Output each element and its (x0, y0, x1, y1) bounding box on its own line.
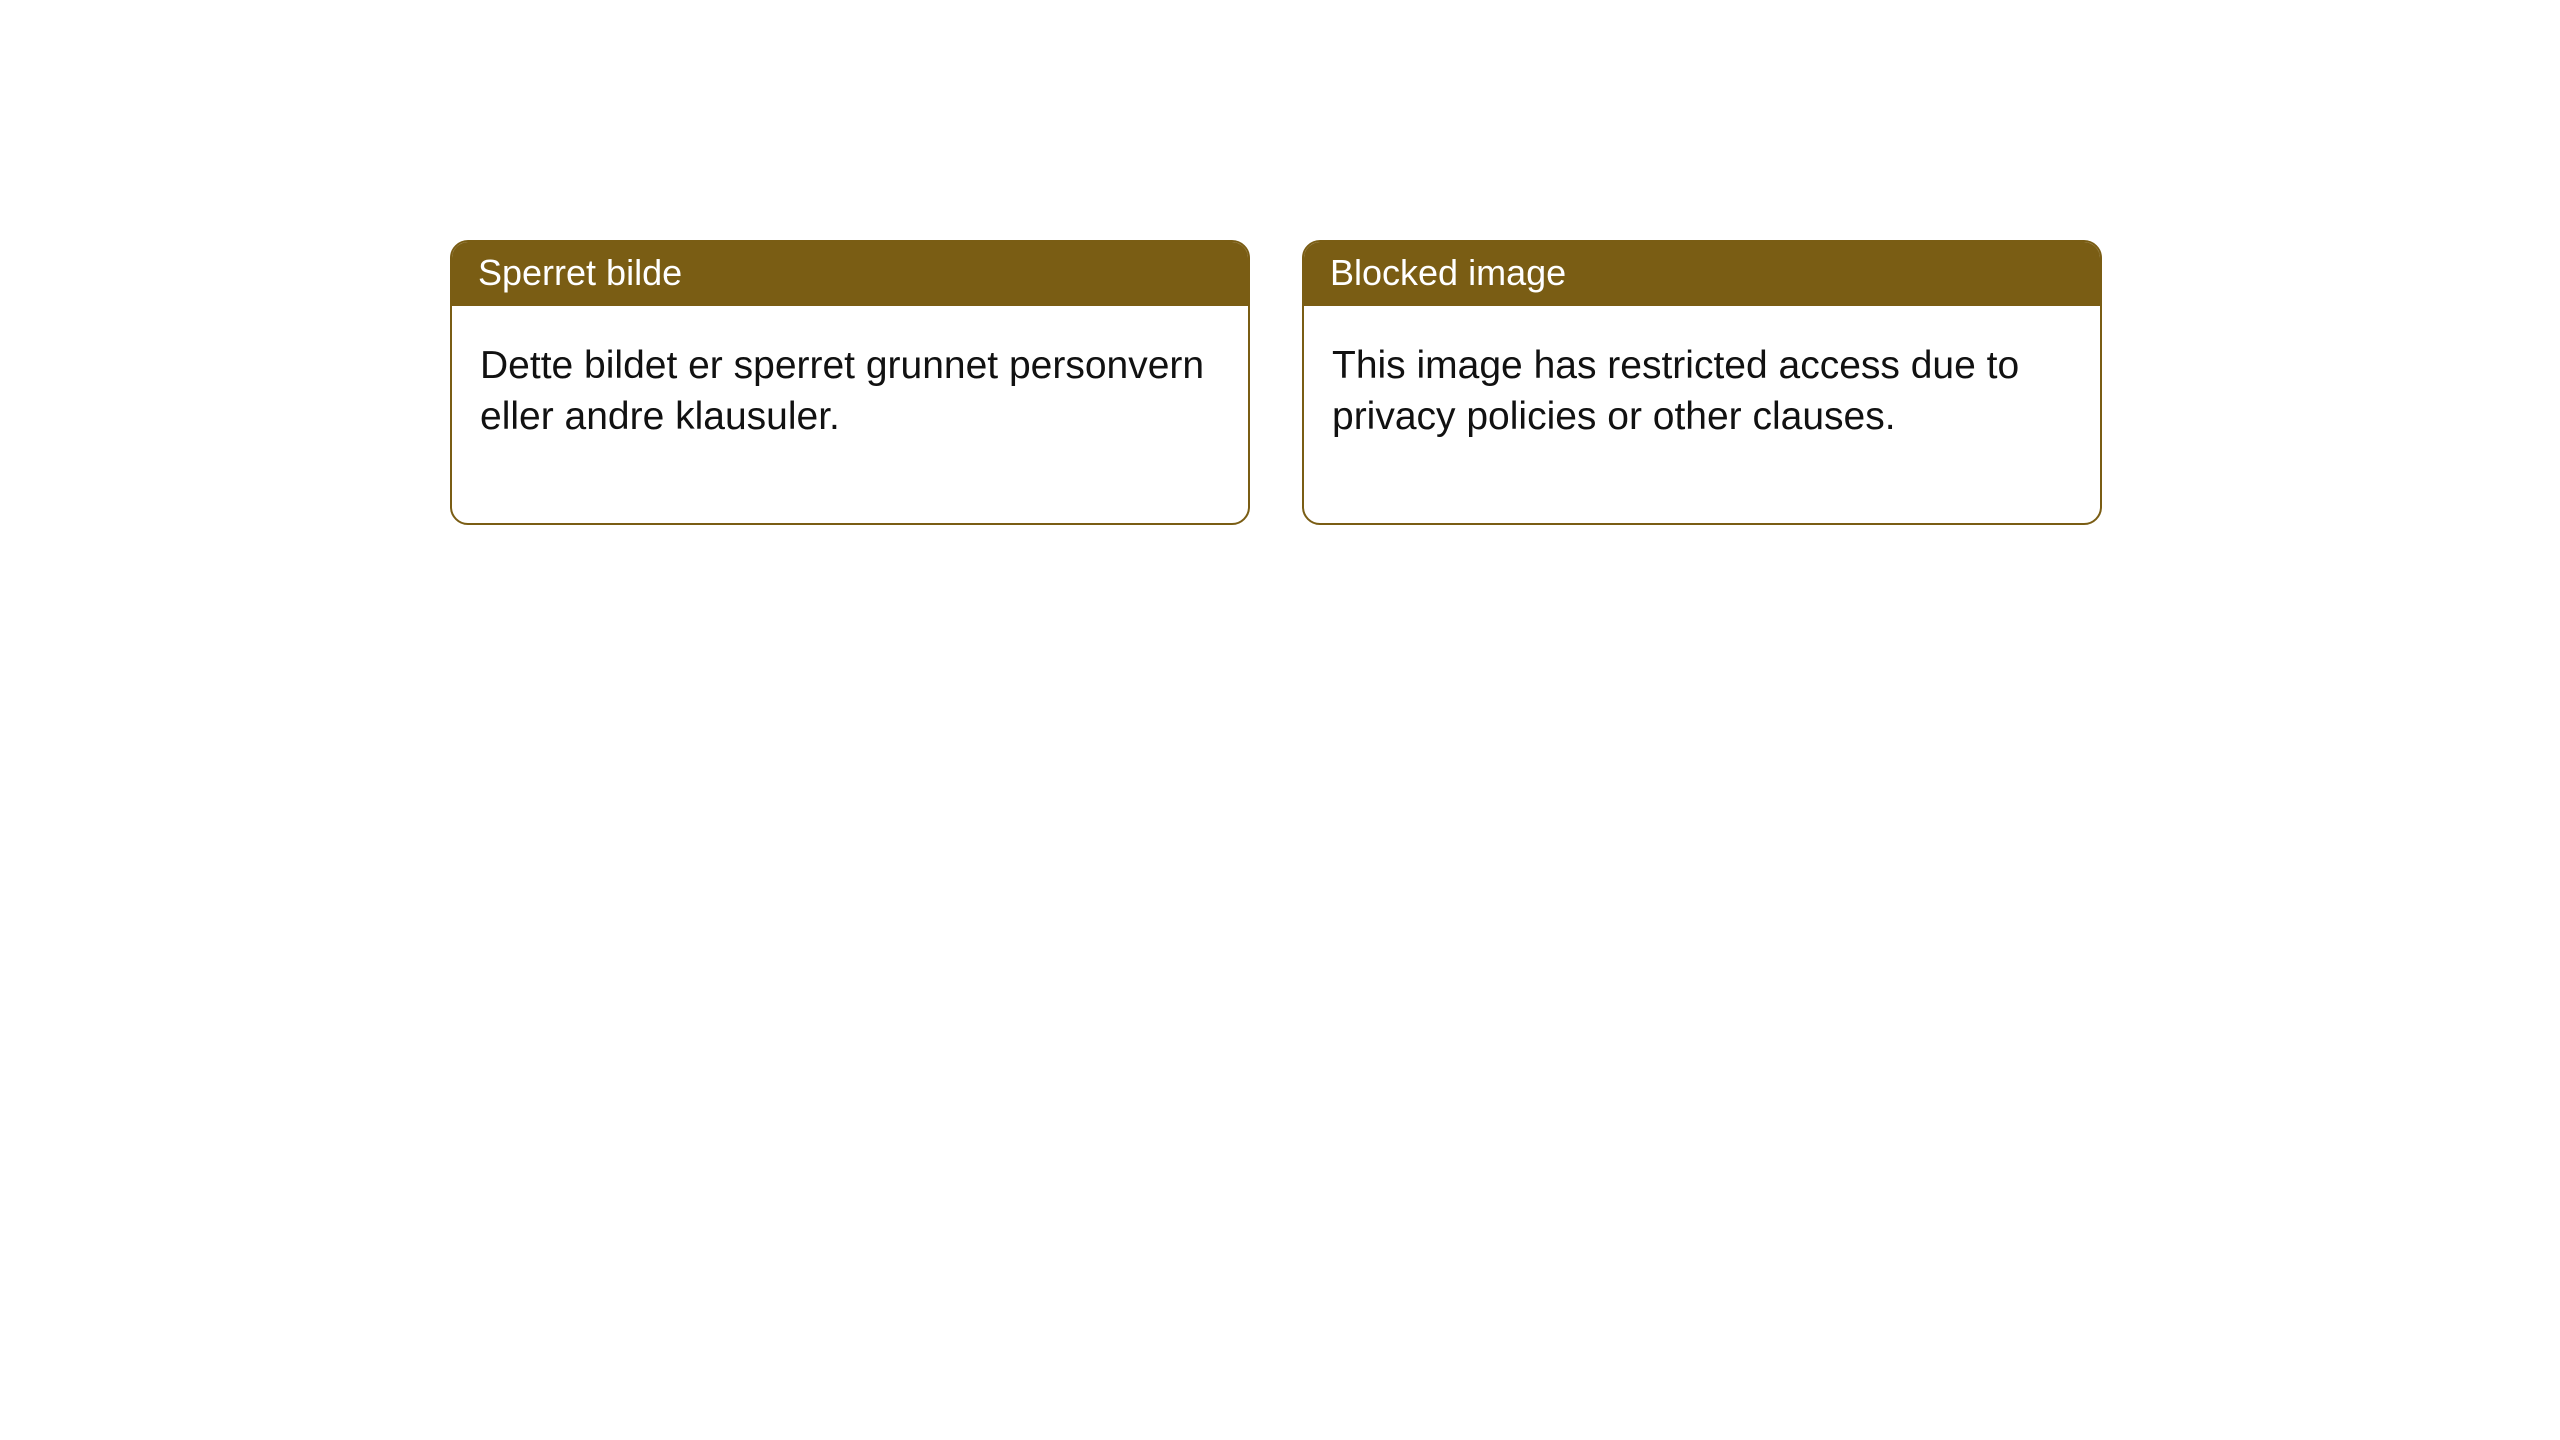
notice-body-en: This image has restricted access due to … (1304, 306, 2100, 523)
blocked-image-notice-en: Blocked image This image has restricted … (1302, 240, 2102, 525)
notice-title-en: Blocked image (1304, 242, 2100, 306)
notice-body-no: Dette bildet er sperret grunnet personve… (452, 306, 1248, 523)
blocked-image-notice-no: Sperret bilde Dette bildet er sperret gr… (450, 240, 1250, 525)
notice-title-no: Sperret bilde (452, 242, 1248, 306)
notice-container: Sperret bilde Dette bildet er sperret gr… (0, 0, 2560, 525)
